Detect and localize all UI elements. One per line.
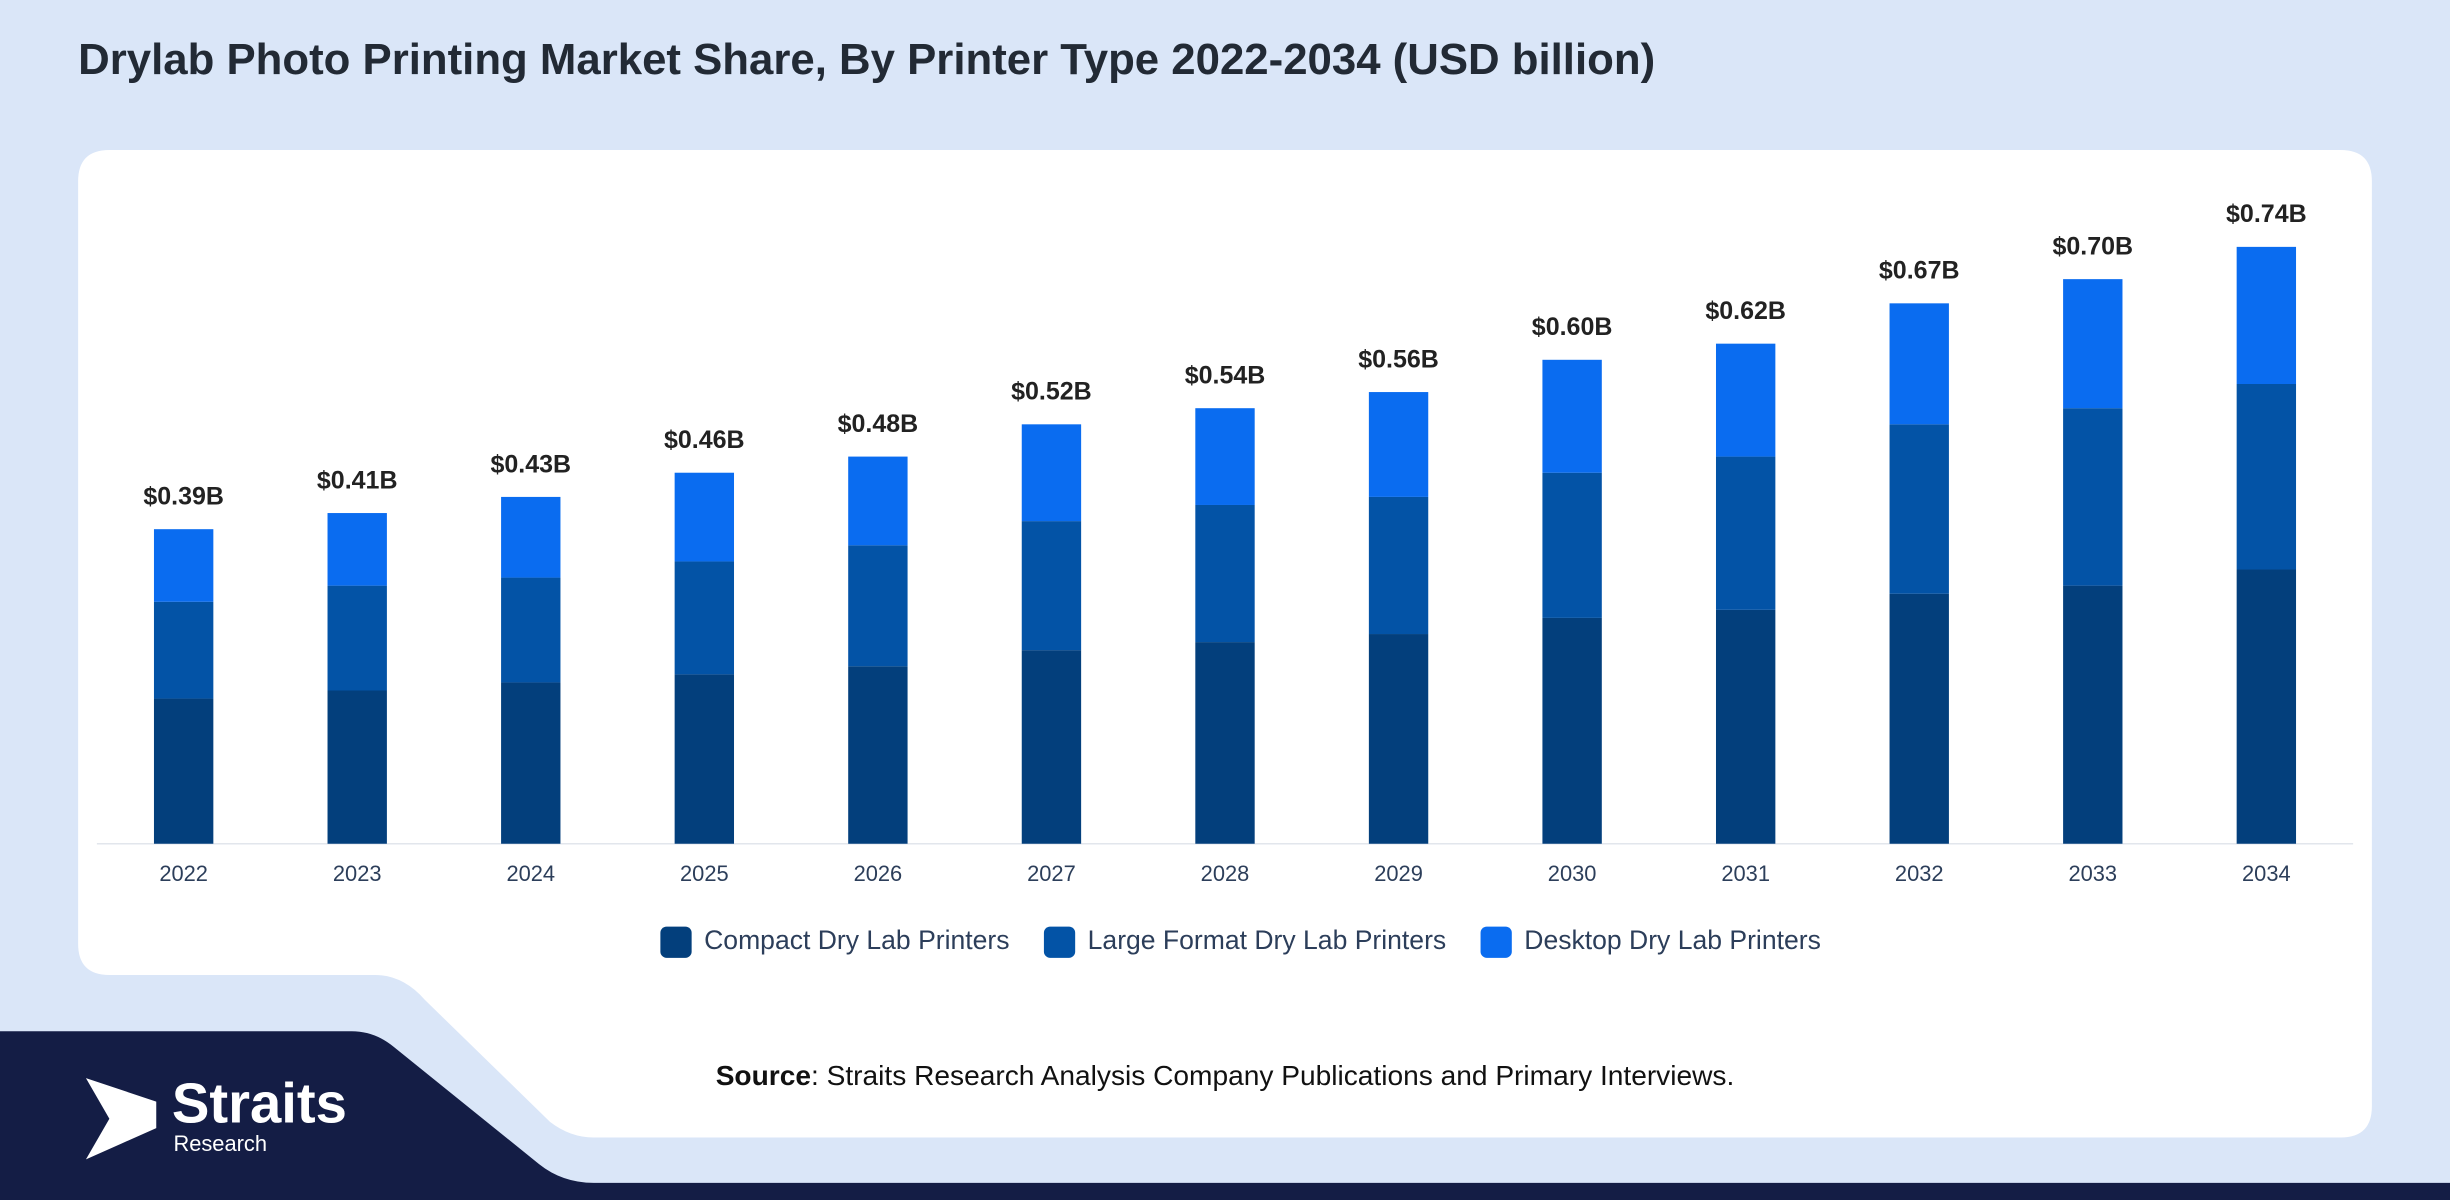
- total-label: $0.46B: [664, 426, 745, 454]
- x-tick-label: 2029: [1374, 861, 1423, 886]
- bar-segment: [674, 561, 735, 675]
- source-label: Source: [716, 1061, 811, 1092]
- logo-icon: [85, 1078, 157, 1160]
- bar-segment: [1542, 472, 1602, 618]
- bar-segment: [2236, 569, 2297, 844]
- bar-segment: [2063, 279, 2123, 409]
- total-label: $0.70B: [2052, 232, 2133, 260]
- bar-segment: [501, 496, 561, 578]
- bar-segment: [848, 666, 908, 844]
- logo-tagline: Research: [173, 1131, 267, 1156]
- bar-segment: [1368, 634, 1429, 844]
- legend-label: Compact Dry Lab Printers: [704, 925, 1009, 955]
- total-label: $0.56B: [1358, 345, 1439, 373]
- x-tick-label: 2023: [333, 861, 382, 886]
- bar-segment: [327, 690, 387, 844]
- bar-segment: [1889, 424, 1949, 594]
- source-text: : Straits Research Analysis Company Publ…: [811, 1061, 1734, 1092]
- bar-segment: [1889, 593, 1949, 844]
- bar-segment: [501, 577, 561, 683]
- total-label: $0.39B: [143, 483, 224, 511]
- x-tick-label: 2028: [1201, 861, 1250, 886]
- bar-segment: [153, 698, 214, 844]
- bar-segment: [1195, 642, 1255, 844]
- bar-segment: [327, 585, 387, 691]
- bar-segment: [1021, 521, 1082, 651]
- x-tick-label: 2025: [680, 861, 729, 886]
- bar-segment: [1368, 392, 1429, 497]
- total-label: $0.41B: [317, 466, 398, 494]
- bar-segment: [848, 545, 908, 667]
- bar-segment: [1889, 303, 1949, 425]
- total-label: $0.67B: [1879, 257, 1960, 285]
- bar-segment: [674, 472, 735, 562]
- bar-segment: [501, 682, 561, 844]
- legend-swatch: [660, 926, 692, 958]
- legend-label: Desktop Dry Lab Printers: [1524, 925, 1821, 955]
- legend: Compact Dry Lab Printers Large Format Dry…: [660, 925, 1821, 958]
- x-tick-label: 2026: [854, 861, 903, 886]
- bar-segment: [1368, 496, 1429, 635]
- x-tick-label: 2034: [2242, 861, 2291, 886]
- total-label: $0.48B: [838, 410, 919, 438]
- bar-segment: [1021, 424, 1082, 522]
- x-tick-label: 2024: [506, 861, 555, 886]
- x-tick-label: 2032: [1895, 861, 1944, 886]
- bar-segment: [1715, 609, 1776, 844]
- x-tick-label: 2030: [1548, 861, 1597, 886]
- legend-swatch: [1043, 926, 1076, 958]
- total-label: $0.74B: [2226, 200, 2307, 228]
- footer-band: [0, 1031, 2450, 1200]
- bar-segment: [1715, 343, 1776, 457]
- logo-name: Straits: [172, 1072, 347, 1135]
- bar-segment: [674, 674, 735, 844]
- x-tick-label: 2027: [1027, 861, 1076, 886]
- bar-segment: [153, 529, 214, 602]
- x-tick-label: 2022: [159, 861, 208, 886]
- total-label: $0.43B: [490, 450, 571, 478]
- bar-segment: [2236, 383, 2297, 570]
- total-label: $0.52B: [1011, 378, 1092, 406]
- bar-segment: [1715, 456, 1776, 610]
- bar-segment: [153, 601, 214, 699]
- bar-segment: [848, 456, 908, 546]
- bar-segment: [1542, 617, 1602, 844]
- total-label: $0.62B: [1705, 297, 1786, 325]
- x-tick-label: 2031: [1721, 861, 1770, 886]
- bar-segment: [1542, 359, 1602, 473]
- bar-segment: [2063, 408, 2123, 586]
- total-label: $0.54B: [1185, 362, 1266, 390]
- bar-segment: [2063, 585, 2123, 844]
- bar-segment: [1195, 504, 1255, 643]
- source: Source: Straits Research Analysis Compan…: [716, 1061, 1735, 1092]
- bar-segment: [327, 513, 387, 586]
- bar-segment: [1195, 408, 1255, 505]
- bar-segment: [1021, 650, 1082, 844]
- total-label: $0.60B: [1532, 313, 1613, 341]
- legend-swatch: [1480, 926, 1512, 958]
- chart-title: Drylab Photo Printing Market Share, By P…: [78, 35, 1655, 84]
- x-tick-label: 2033: [2068, 861, 2117, 886]
- bar-segment: [2236, 246, 2297, 384]
- legend-label: Large Format Dry Lab Printers: [1088, 925, 1447, 955]
